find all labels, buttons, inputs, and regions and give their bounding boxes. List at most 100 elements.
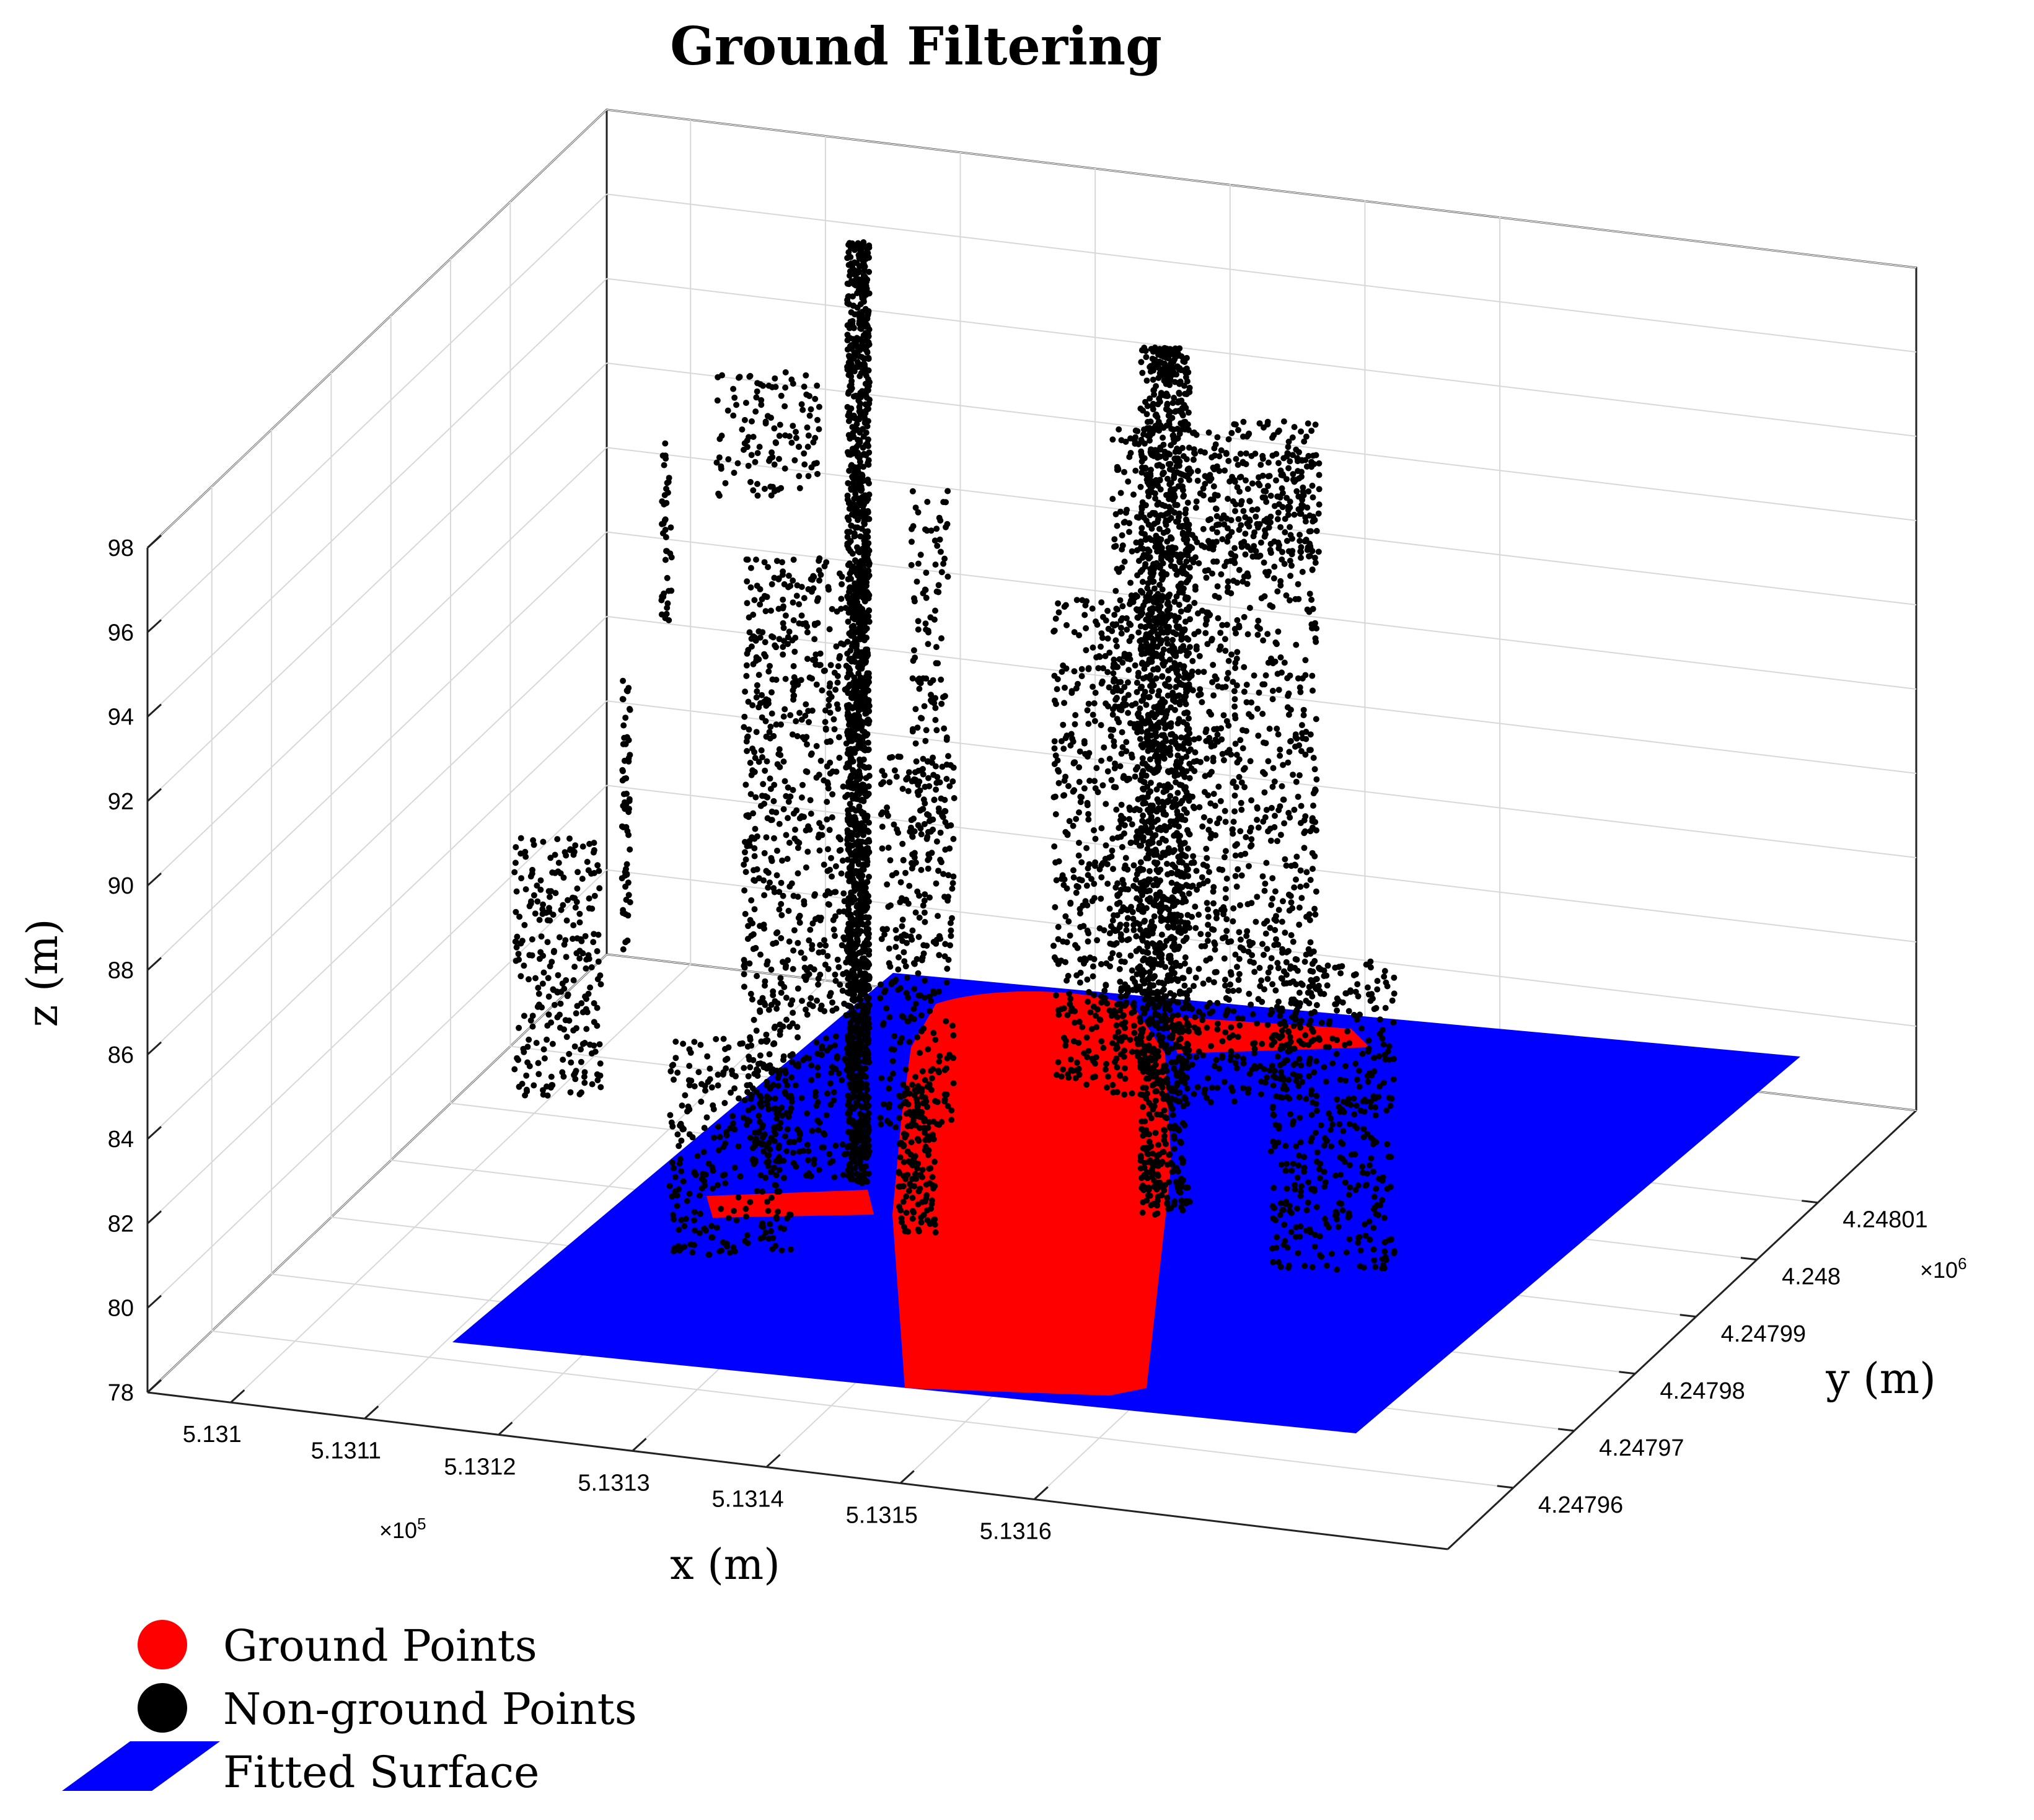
non-ground-point xyxy=(783,995,790,1001)
non-ground-point xyxy=(859,854,865,860)
non-ground-point xyxy=(1159,674,1165,680)
non-ground-point xyxy=(1293,854,1300,860)
non-ground-point xyxy=(1170,1013,1176,1019)
non-ground-point xyxy=(1299,722,1305,728)
non-ground-point xyxy=(1207,1010,1213,1016)
non-ground-point xyxy=(1168,705,1174,711)
non-ground-point xyxy=(742,440,748,446)
non-ground-point xyxy=(808,752,814,758)
non-ground-point xyxy=(799,401,805,407)
non-ground-point xyxy=(857,310,863,316)
non-ground-point xyxy=(865,934,871,941)
non-ground-point xyxy=(1204,1025,1210,1031)
non-ground-point xyxy=(1272,1068,1278,1074)
non-ground-point xyxy=(1178,524,1184,530)
non-ground-point xyxy=(1167,793,1173,799)
non-ground-point xyxy=(781,403,788,410)
non-ground-point xyxy=(1254,894,1260,900)
non-ground-point xyxy=(1202,789,1208,795)
non-ground-point xyxy=(1134,764,1140,770)
non-ground-point xyxy=(1161,1127,1168,1133)
non-ground-point xyxy=(866,339,872,345)
non-ground-point xyxy=(1258,1091,1264,1097)
non-ground-point xyxy=(1223,451,1230,457)
non-ground-point xyxy=(765,669,772,675)
non-ground-point xyxy=(1158,709,1164,715)
non-ground-point xyxy=(848,1005,855,1011)
non-ground-point xyxy=(1233,784,1239,790)
non-ground-point xyxy=(814,1065,821,1071)
non-ground-point xyxy=(1154,563,1160,569)
non-ground-point xyxy=(1270,660,1276,666)
non-ground-point xyxy=(1157,889,1163,895)
non-ground-point xyxy=(1277,747,1283,753)
non-ground-point xyxy=(866,820,872,826)
non-ground-point xyxy=(1169,637,1176,643)
non-ground-point xyxy=(826,1151,832,1157)
non-ground-point xyxy=(744,578,750,584)
non-ground-point xyxy=(767,729,773,735)
non-ground-point xyxy=(856,1059,862,1065)
non-ground-point xyxy=(865,418,871,424)
non-ground-point xyxy=(772,1025,778,1031)
non-ground-point xyxy=(1174,1082,1180,1088)
non-ground-point xyxy=(744,662,750,669)
non-ground-point xyxy=(1142,624,1148,630)
non-ground-point xyxy=(1158,423,1164,429)
non-ground-point xyxy=(845,830,851,836)
non-ground-point xyxy=(752,853,758,859)
non-ground-point xyxy=(814,471,821,477)
non-ground-point xyxy=(752,459,759,465)
non-ground-point xyxy=(832,687,839,693)
non-ground-point xyxy=(1222,854,1228,860)
non-ground-point xyxy=(772,376,778,382)
non-ground-point xyxy=(848,523,855,529)
non-ground-point xyxy=(776,575,782,581)
non-ground-point xyxy=(748,991,754,997)
non-ground-point xyxy=(1155,757,1161,763)
non-ground-point xyxy=(808,407,814,413)
non-ground-point xyxy=(754,1027,760,1034)
non-ground-point xyxy=(865,1037,871,1043)
non-ground-point xyxy=(827,993,833,999)
non-ground-point xyxy=(853,1079,860,1085)
non-ground-point xyxy=(1161,646,1167,653)
non-ground-point xyxy=(814,1039,820,1045)
non-ground-point xyxy=(1125,915,1131,921)
non-ground-point xyxy=(791,617,797,623)
non-ground-point xyxy=(1155,1003,1161,1009)
non-ground-point xyxy=(1163,938,1169,944)
non-ground-point xyxy=(811,636,817,642)
non-ground-point xyxy=(1171,426,1177,433)
non-ground-point xyxy=(1196,804,1202,811)
non-ground-point xyxy=(1265,758,1271,764)
non-ground-point xyxy=(1310,802,1316,809)
non-ground-point xyxy=(772,643,778,649)
non-ground-point xyxy=(1142,1119,1148,1125)
non-ground-point xyxy=(1226,658,1232,664)
non-ground-point xyxy=(822,719,829,725)
non-ground-point xyxy=(1218,736,1225,742)
non-ground-point xyxy=(848,915,855,921)
non-ground-point xyxy=(735,460,741,467)
non-ground-point xyxy=(1184,596,1191,602)
non-ground-point xyxy=(855,1049,861,1055)
non-ground-point xyxy=(800,1057,806,1063)
non-ground-point xyxy=(1297,884,1303,890)
non-ground-point xyxy=(1153,1097,1159,1104)
non-ground-point xyxy=(1218,571,1224,578)
non-ground-point xyxy=(857,845,863,851)
non-ground-point xyxy=(835,964,842,970)
non-ground-point xyxy=(1183,863,1189,869)
non-ground-point xyxy=(1225,670,1231,676)
non-ground-point xyxy=(819,832,825,838)
non-ground-point xyxy=(1303,869,1310,876)
non-ground-point xyxy=(1187,644,1193,650)
non-ground-point xyxy=(780,1057,786,1063)
non-ground-point xyxy=(856,861,862,868)
non-ground-point xyxy=(1261,789,1267,796)
non-ground-point xyxy=(1164,402,1170,408)
non-ground-point xyxy=(827,738,834,744)
non-ground-point xyxy=(836,1070,842,1076)
non-ground-point xyxy=(866,562,872,568)
